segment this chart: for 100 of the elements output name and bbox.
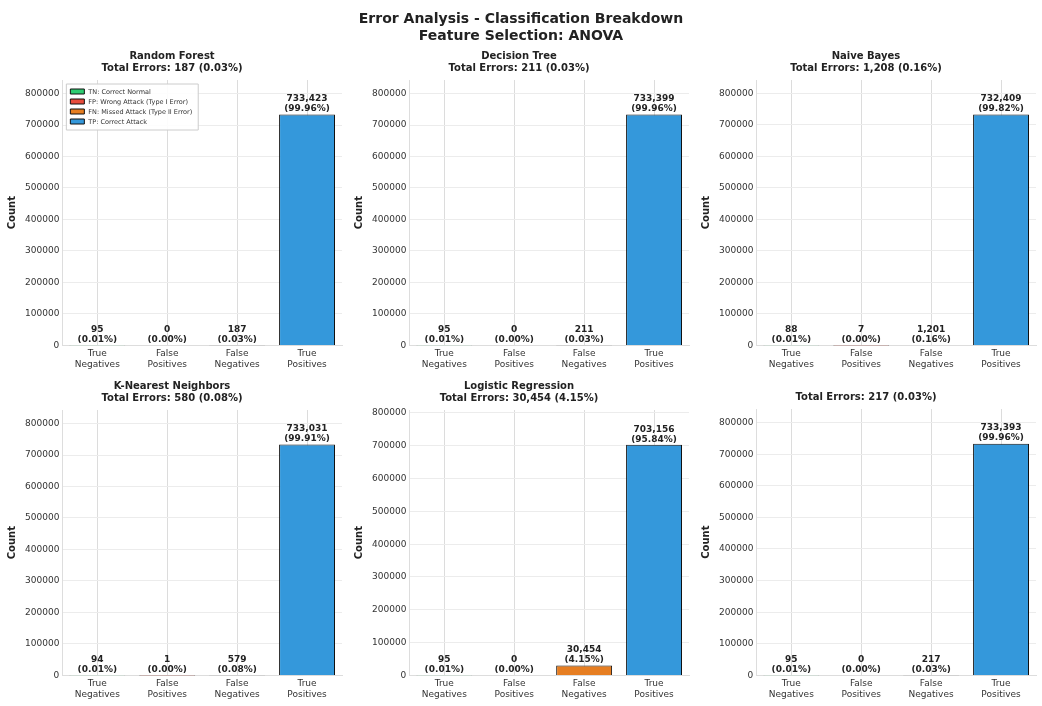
y-tick-label: 200000 bbox=[25, 276, 60, 287]
x-tick-label: True Negatives bbox=[768, 678, 815, 699]
x-tick-label: False Positives bbox=[147, 348, 188, 369]
y-tick-label: 700000 bbox=[25, 449, 60, 460]
data-label: 733,399 (99.96%) bbox=[631, 93, 677, 114]
chart-subtitle: Total Errors: 1,208 (0.16%) bbox=[790, 61, 942, 73]
chart-title: Logistic Regression bbox=[463, 379, 575, 391]
chart-subtitle: Total Errors: 211 (0.03%) bbox=[448, 61, 590, 73]
x-tick-label: True Negatives bbox=[74, 348, 121, 369]
y-tick-label: 700000 bbox=[25, 119, 60, 130]
data-label: 703,156 (95.84%) bbox=[631, 423, 677, 444]
y-axis-title: Count bbox=[352, 525, 364, 560]
chart-subtitle: Total Errors: 217 (0.03%) bbox=[795, 390, 937, 402]
data-label: 7 (0.00%) bbox=[841, 324, 881, 345]
y-tick-label: 500000 bbox=[372, 182, 407, 193]
x-tick-label: True Positives bbox=[634, 678, 675, 699]
y-tick-label: 100000 bbox=[25, 638, 60, 649]
data-label: 95 (0.01%) bbox=[77, 324, 118, 345]
y-tick-label: 600000 bbox=[372, 472, 407, 483]
chart-title: Random Forest bbox=[129, 49, 215, 61]
y-tick-label: 700000 bbox=[719, 448, 754, 459]
x-tick-label: True Positives bbox=[287, 348, 328, 369]
y-tick-label: 500000 bbox=[25, 512, 60, 523]
data-label: 217 (0.03%) bbox=[911, 654, 951, 675]
data-label: 0 (0.00%) bbox=[494, 324, 534, 345]
x-tick-label: True Positives bbox=[981, 348, 1022, 369]
data-label: 0 (0.00%) bbox=[841, 654, 881, 675]
x-tick-label: False Positives bbox=[147, 678, 188, 699]
y-tick-label: 800000 bbox=[719, 87, 754, 98]
y-tick-label: 400000 bbox=[25, 543, 60, 554]
x-tick-label: True Positives bbox=[287, 678, 328, 699]
y-tick-label: 0 bbox=[747, 669, 754, 680]
y-tick-label: 400000 bbox=[25, 213, 60, 224]
y-tick-label: 0 bbox=[747, 339, 754, 350]
y-tick-label: 800000 bbox=[719, 416, 754, 427]
data-label: 95 (0.01%) bbox=[771, 654, 812, 675]
y-tick-label: 200000 bbox=[719, 606, 754, 617]
y-tick-label: 300000 bbox=[372, 571, 407, 582]
y-tick-label: 800000 bbox=[372, 87, 407, 98]
y-tick-label: 600000 bbox=[719, 480, 754, 491]
text: Error Analysis - Classification Breakdown bbox=[357, 10, 685, 27]
chart-title: Decision Tree bbox=[481, 49, 557, 61]
x-tick-label: False Negatives bbox=[561, 678, 607, 699]
data-label: 88 (0.01%) bbox=[771, 324, 812, 345]
y-tick-label: 500000 bbox=[719, 511, 754, 522]
x-tick-label: False Negatives bbox=[908, 348, 954, 369]
y-tick-label: 600000 bbox=[25, 150, 60, 161]
y-tick-label: 400000 bbox=[719, 213, 754, 224]
data-label: 94 (0.01%) bbox=[77, 654, 118, 675]
y-tick-label: 100000 bbox=[372, 308, 407, 319]
y-tick-label: 800000 bbox=[25, 87, 60, 98]
y-tick-label: 300000 bbox=[25, 245, 60, 256]
y-tick-label: 800000 bbox=[372, 407, 407, 418]
data-label: 30,454 (4.15%) bbox=[564, 644, 604, 665]
x-tick-label: False Positives bbox=[841, 678, 882, 699]
x-tick-label: False Negatives bbox=[214, 348, 260, 369]
y-tick-label: 500000 bbox=[719, 182, 754, 193]
x-tick-label: True Negatives bbox=[768, 348, 815, 369]
data-label: 95 (0.01%) bbox=[424, 324, 465, 345]
x-tick-label: False Positives bbox=[494, 678, 535, 699]
y-tick-label: 0 bbox=[53, 339, 60, 350]
data-label: 733,031 (99.91%) bbox=[284, 423, 330, 444]
y-tick-label: 100000 bbox=[25, 308, 60, 319]
x-tick-label: False Negatives bbox=[214, 678, 260, 699]
data-label: 1,201 (0.16%) bbox=[911, 323, 951, 344]
y-tick-label: 0 bbox=[400, 669, 407, 680]
x-tick-label: True Negatives bbox=[421, 348, 468, 369]
y-axis-title: Count bbox=[699, 525, 711, 559]
data-label: 732,409 (99.82%) bbox=[978, 93, 1024, 114]
y-tick-label: 200000 bbox=[719, 276, 754, 287]
y-tick-label: 100000 bbox=[719, 308, 754, 319]
data-label: 211 (0.03%) bbox=[564, 324, 604, 345]
y-tick-label: 800000 bbox=[25, 417, 60, 428]
y-axis-title: Count bbox=[5, 195, 17, 230]
y-tick-label: 600000 bbox=[372, 150, 407, 161]
y-tick-label: 700000 bbox=[719, 119, 754, 130]
y-axis-title: Count bbox=[5, 525, 17, 560]
y-tick-label: 400000 bbox=[372, 538, 407, 549]
y-tick-label: 300000 bbox=[25, 575, 60, 586]
y-tick-label: 600000 bbox=[25, 480, 60, 491]
y-tick-label: 700000 bbox=[372, 440, 407, 451]
data-label: 0 (0.00%) bbox=[494, 654, 534, 675]
y-tick-label: 200000 bbox=[25, 606, 60, 617]
data-label: 0 (0.00%) bbox=[147, 324, 187, 345]
y-tick-label: 300000 bbox=[719, 574, 754, 585]
data-label: 579 (0.08%) bbox=[217, 654, 257, 675]
y-tick-label: 200000 bbox=[372, 604, 407, 615]
y-tick-label: 300000 bbox=[719, 245, 754, 256]
y-tick-label: 200000 bbox=[372, 276, 407, 287]
data-label: 1 (0.00%) bbox=[147, 654, 187, 675]
data-label: 733,423 (99.96%) bbox=[284, 93, 330, 114]
y-tick-label: 100000 bbox=[719, 638, 754, 649]
y-tick-label: 400000 bbox=[372, 213, 407, 224]
y-tick-label: 400000 bbox=[719, 543, 754, 554]
chart-title: Naive Bayes bbox=[831, 49, 901, 61]
data-label: 95 (0.01%) bbox=[424, 654, 465, 675]
y-tick-label: 500000 bbox=[25, 182, 60, 193]
x-tick-label: True Negatives bbox=[421, 678, 468, 699]
chart-subtitle: Total Errors: 580 (0.08%) bbox=[101, 391, 243, 403]
x-tick-label: False Negatives bbox=[908, 678, 954, 699]
